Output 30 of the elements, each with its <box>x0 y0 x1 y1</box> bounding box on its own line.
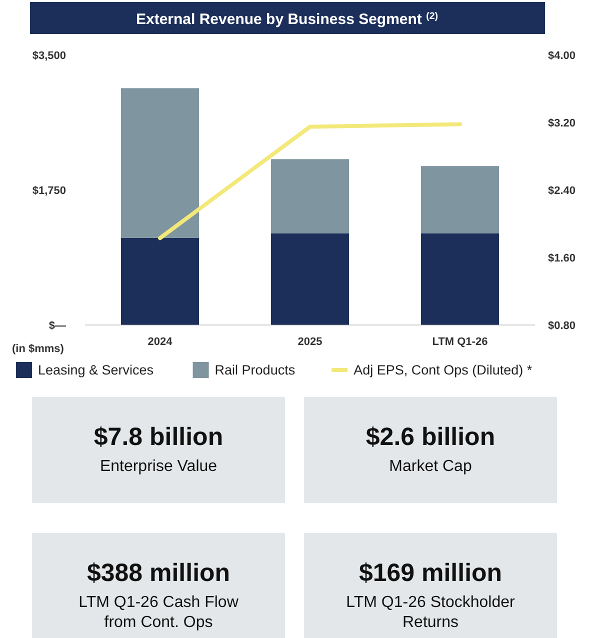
y-tick-label: $1,750 <box>32 184 66 197</box>
y2-tick-label: $3.20 <box>548 117 576 130</box>
y2-tick-label: $4.00 <box>548 50 576 62</box>
text: $7.8 billion <box>94 423 224 451</box>
text: Market Cap <box>389 458 472 475</box>
text: $2.6 billion <box>366 423 496 451</box>
y-tick-label: $— <box>48 320 66 332</box>
bar <box>421 233 499 325</box>
y2-tick-label: $2.40 <box>548 184 576 197</box>
text: Enterprise Value <box>100 458 218 475</box>
bar <box>271 159 349 234</box>
bar <box>121 238 199 325</box>
x-tick-label: 2024 <box>148 336 174 348</box>
y2-tick-label: $0.80 <box>548 320 576 332</box>
text: $169 million <box>358 559 502 587</box>
legend-label: Rail Products <box>214 362 296 378</box>
legend-label: Adj EPS, Cont Ops (Diluted) * <box>354 362 533 378</box>
bar <box>121 88 199 238</box>
text: LTM Q1-26 Cash Flow from Cont. Ops <box>78 594 239 631</box>
y2-tick-label: $1.60 <box>548 252 576 264</box>
bar <box>421 166 499 234</box>
x-tick-label: 2025 <box>298 336 322 348</box>
bar <box>271 233 349 325</box>
legend-label: Leasing & Services <box>38 362 154 378</box>
text: $388 million <box>86 559 230 587</box>
text: (in $mms) <box>12 343 64 355</box>
x-tick-label: LTM Q1-26 <box>432 336 488 348</box>
y-tick-label: $3,500 <box>32 50 66 62</box>
text: LTM Q1-26 Stockholder Returns <box>346 594 516 631</box>
chart-title: External Revenue by Business Segment $^{(2)}$ <box>136 10 438 28</box>
